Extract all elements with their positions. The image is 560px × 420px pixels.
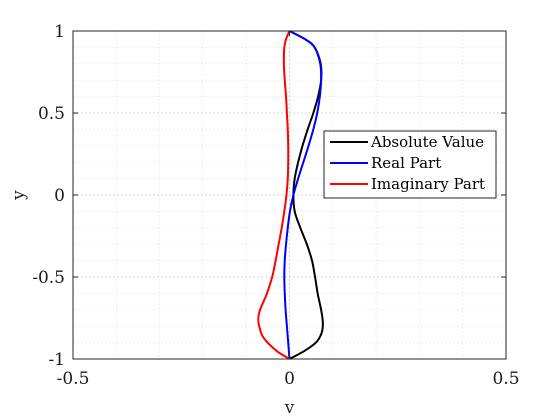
legend: Absolute Value Real Part Imaginary Part	[323, 130, 497, 199]
x-tick-label: -0.5	[57, 369, 90, 389]
legend-label-absolute-value: Absolute Value	[370, 133, 484, 151]
x-tick-labels: -0.5 0 0.5	[57, 369, 520, 389]
y-tick-label: -0.5	[32, 268, 65, 288]
y-tick-labels: -1 -0.5 0 0.5 1	[32, 22, 65, 370]
x-axis-label: v	[284, 398, 295, 418]
series-line-imaginary-part	[257, 30, 291, 360]
x-tick-label: 0	[284, 369, 295, 389]
legend-label-real-part: Real Part	[371, 154, 441, 172]
y-tick-label: 1	[54, 22, 65, 42]
series-lines	[257, 30, 324, 360]
series-line-real-part	[283, 30, 323, 360]
y-tick-label: 0	[54, 186, 65, 206]
x-tick-label: 0.5	[492, 369, 519, 389]
legend-label-imaginary-part: Imaginary Part	[371, 175, 485, 193]
y-tick-label: 0.5	[38, 104, 65, 124]
axis-ticks	[72, 30, 507, 360]
y-axis-label: y	[9, 190, 29, 201]
y-tick-label: -1	[48, 350, 65, 370]
